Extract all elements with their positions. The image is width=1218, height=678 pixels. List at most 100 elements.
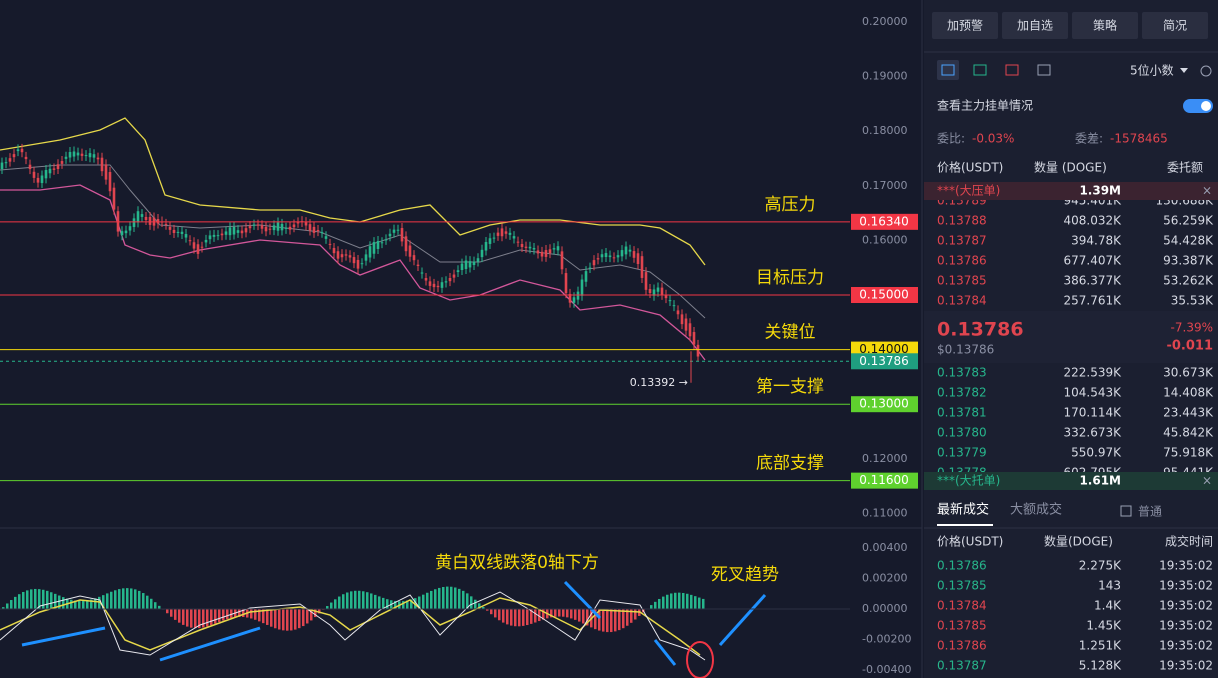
macd-bar <box>386 599 389 609</box>
macd-bar <box>74 600 77 609</box>
button[interactable] <box>932 12 998 39</box>
level-tag-label: 0.13000 <box>859 397 909 411</box>
macd-bar <box>158 605 161 609</box>
button-label[interactable]: 加预警 <box>947 18 983 33</box>
level-tag-label: 0.15000 <box>859 288 909 302</box>
candle-body <box>616 255 620 258</box>
close[interactable]: × <box>1202 184 1212 198</box>
button-label[interactable]: 简况 <box>1163 19 1187 33</box>
candle-body <box>640 256 644 278</box>
macd-bar <box>486 609 489 611</box>
candle-body <box>632 251 636 258</box>
macd-bar <box>310 609 313 621</box>
level-note: 底部支撑 <box>756 454 824 474</box>
trade-head: 价格(USDT) <box>937 534 1003 549</box>
macd-bar <box>102 595 105 609</box>
macd-bar <box>106 593 109 609</box>
macd-bar <box>186 609 189 627</box>
close[interactable]: × <box>1202 474 1212 488</box>
candle-body <box>228 227 232 236</box>
macd-bar <box>446 586 449 609</box>
view-icon[interactable] <box>1005 64 1019 76</box>
candle-body <box>480 249 484 258</box>
last-bg <box>924 311 1218 363</box>
macd-bar <box>270 609 273 627</box>
macd-bar <box>510 609 513 626</box>
candle-body <box>484 242 488 251</box>
macd-bar <box>630 609 633 623</box>
candle-body <box>476 258 480 262</box>
button[interactable] <box>1142 12 1208 39</box>
candle-body <box>348 255 352 258</box>
settings-icon[interactable] <box>1200 65 1212 77</box>
macd-bar <box>518 609 521 627</box>
trade-price: 0.13787 <box>937 659 987 673</box>
candle-body <box>188 240 192 242</box>
candle-body <box>296 222 300 224</box>
macd-bar <box>194 609 197 629</box>
book-total: 30.673K <box>1163 366 1214 380</box>
macd-bar <box>226 609 229 620</box>
macd-bar <box>598 609 601 631</box>
candle-body <box>692 332 696 345</box>
macd-bar <box>78 600 81 609</box>
macd-tick-label: 0.00400 <box>862 541 908 554</box>
view-icon[interactable] <box>973 64 987 76</box>
candle-body <box>536 250 540 254</box>
price-tick-label: 0.20000 <box>862 15 908 28</box>
candle-body <box>120 231 124 236</box>
candle-body <box>224 231 228 235</box>
macd-bar <box>210 609 213 626</box>
candle-body <box>200 246 204 248</box>
candle-body <box>244 228 248 233</box>
view-icon-active[interactable] <box>937 60 959 80</box>
macd-bar <box>338 596 341 609</box>
macd-dif <box>0 591 706 661</box>
candle-body <box>436 285 440 288</box>
macd-bar <box>622 609 625 629</box>
candle-body <box>156 219 160 224</box>
macd-bar <box>490 609 493 615</box>
macd-bar <box>6 603 9 609</box>
candle-body <box>208 235 212 240</box>
macd-bar <box>94 598 97 609</box>
decimals[interactable]: 5位小数 <box>1130 63 1174 78</box>
tab[interactable]: 最新成交 <box>937 502 989 518</box>
big-order-band <box>924 182 1218 200</box>
candle-body <box>544 250 548 257</box>
candle-body <box>420 272 424 274</box>
trade-price: 0.13785 <box>937 579 987 593</box>
caret <box>1180 68 1188 73</box>
view-icon[interactable] <box>1037 64 1051 76</box>
macd-bar <box>662 596 665 609</box>
macd-bar <box>586 609 589 626</box>
macd-bar <box>46 590 49 609</box>
candle-body <box>472 261 476 265</box>
candle-body <box>144 216 148 221</box>
checkbox[interactable] <box>1120 505 1132 517</box>
view-icon[interactable] <box>941 64 955 76</box>
candle-body <box>372 242 376 254</box>
macd-bar <box>582 609 585 624</box>
button-label[interactable]: 加自选 <box>1017 19 1053 33</box>
candle-body <box>124 230 128 234</box>
normal: 普通 <box>1138 505 1162 519</box>
candle-body <box>580 279 584 296</box>
button[interactable] <box>1072 12 1138 39</box>
button[interactable] <box>1002 12 1068 39</box>
macd-bar <box>458 588 461 609</box>
candle-body <box>408 245 412 257</box>
macd-bar <box>418 596 421 609</box>
candle-body <box>332 247 336 254</box>
book-total: 53.262K <box>1163 274 1214 288</box>
candle-body <box>176 231 180 233</box>
ratio: -0.03% <box>972 132 1014 146</box>
last-price: 0.13786 <box>937 319 1024 341</box>
candle-body <box>248 226 252 229</box>
book-qty: 394.78K <box>1071 234 1122 248</box>
macd-bar <box>626 609 629 626</box>
candle-body <box>28 164 32 170</box>
tab[interactable]: 大额成交 <box>1010 502 1062 518</box>
trade-time: 19:35:02 <box>1159 659 1213 673</box>
button-label[interactable]: 策略 <box>1093 18 1117 33</box>
